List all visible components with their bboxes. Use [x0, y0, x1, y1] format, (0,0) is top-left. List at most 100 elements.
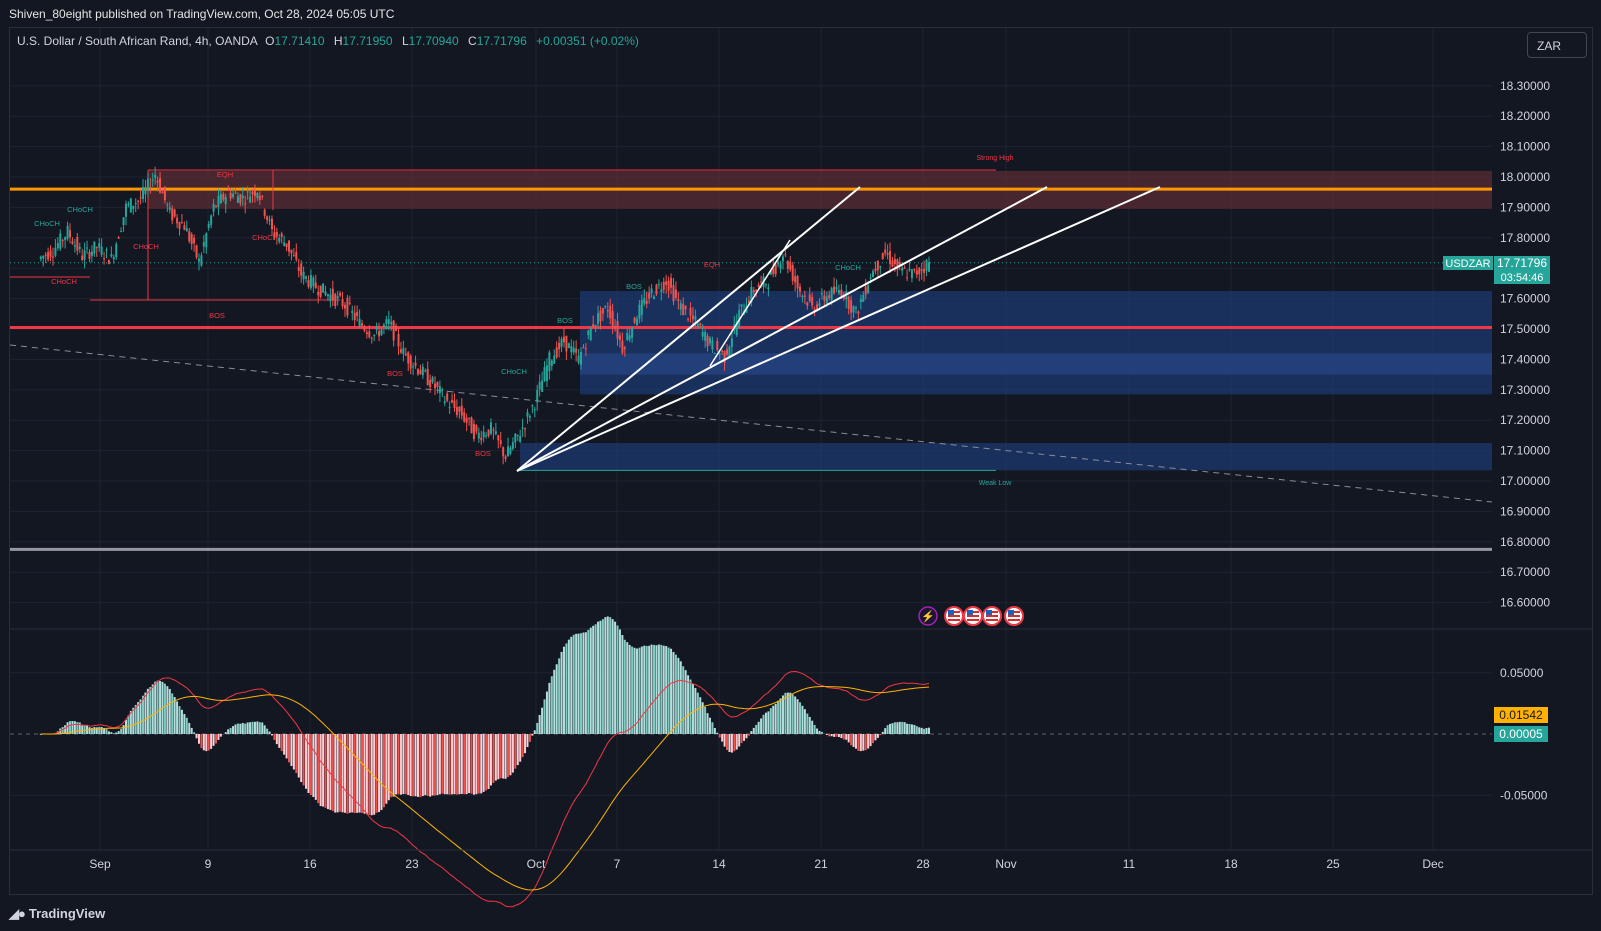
- macd-bar: [604, 617, 607, 734]
- macd-bar: [796, 699, 799, 734]
- candle-body: [850, 300, 853, 313]
- y-tick-label: 16.80000: [1500, 535, 1550, 549]
- candle-body: [193, 237, 196, 244]
- candle-body: [589, 327, 592, 341]
- candle-body: [816, 304, 819, 310]
- macd-bar: [638, 647, 641, 734]
- macd-bar: [597, 621, 600, 734]
- candle-body: [655, 284, 658, 295]
- macd-bar: [786, 692, 789, 734]
- candle-body: [297, 267, 300, 271]
- x-tick-label: Sep: [89, 857, 111, 871]
- candle-body: [64, 237, 67, 241]
- macd-bar: [908, 723, 911, 734]
- candle-body: [601, 308, 604, 314]
- candle-body: [509, 447, 512, 454]
- macd-bar: [767, 711, 770, 734]
- candle-body: [801, 295, 804, 297]
- candle-body: [560, 338, 563, 347]
- macd-bar: [200, 734, 203, 749]
- macd-bar: [504, 734, 507, 779]
- candle-body: [409, 355, 412, 369]
- macd-line: [40, 670, 930, 908]
- candle-body: [88, 252, 91, 259]
- macd-bar: [570, 636, 573, 734]
- macd-bar: [650, 644, 653, 734]
- high-label: H: [333, 34, 343, 48]
- macd-bar: [699, 697, 702, 734]
- y-tick-label: 17.90000: [1500, 200, 1550, 214]
- currency-button[interactable]: ZAR: [1527, 32, 1587, 58]
- macd-bar: [251, 721, 254, 734]
- candle-body: [747, 300, 750, 303]
- candle-body: [786, 261, 789, 269]
- macd-bar: [421, 734, 424, 797]
- macd-bar: [429, 734, 432, 797]
- candle-body: [244, 203, 247, 205]
- macd-bar: [876, 734, 879, 738]
- macd-bar: [502, 734, 505, 779]
- macd-bar: [716, 732, 719, 734]
- macd-bar: [168, 688, 171, 734]
- candle-body: [550, 360, 553, 366]
- macd-bar: [811, 720, 814, 734]
- macd-bar: [492, 734, 495, 784]
- macd-bar: [718, 734, 721, 738]
- macd-bar: [180, 709, 183, 734]
- macd-bar: [363, 734, 366, 814]
- macd-bar: [784, 692, 787, 734]
- y-tick-label: 17.10000: [1500, 444, 1550, 458]
- lightning-glyph: ⚡: [921, 610, 935, 623]
- macd-bar: [684, 670, 687, 734]
- candle-body: [504, 456, 507, 459]
- macd-bar: [806, 713, 809, 734]
- macd-bar: [721, 734, 724, 742]
- macd-bar: [336, 734, 339, 813]
- candle-body: [927, 262, 930, 272]
- candle-body: [621, 340, 624, 353]
- y-tick-label: 17.50000: [1500, 322, 1550, 336]
- candle-body: [115, 244, 118, 258]
- open-value: 17.71410: [274, 34, 325, 48]
- candle-body: [606, 310, 609, 312]
- macd-bar: [818, 730, 821, 734]
- annotation-label: BOS: [626, 282, 642, 291]
- candle-body: [434, 383, 437, 389]
- candle-body: [458, 406, 461, 412]
- annotation-label: CHoCH: [133, 242, 159, 251]
- y-tick-label: 18.30000: [1500, 79, 1550, 93]
- macd-bar: [163, 683, 166, 734]
- symbol-badge: [1443, 256, 1493, 270]
- macd-bar: [129, 710, 132, 734]
- macd-bar: [244, 723, 247, 734]
- macd-bar: [105, 729, 108, 734]
- macd-bar: [475, 734, 478, 795]
- macd-bar: [202, 734, 205, 751]
- symbol-legend: U.S. Dollar / South African Rand, 4h, OA…: [17, 34, 645, 48]
- flag-stripe: [1008, 619, 1020, 621]
- candle-body: [236, 196, 239, 203]
- candle-body: [511, 442, 514, 449]
- macd-bar: [845, 734, 848, 740]
- x-tick-label: 28: [916, 857, 930, 871]
- macd-bar: [59, 728, 62, 734]
- macd-bar: [550, 676, 553, 734]
- candle-body: [611, 310, 614, 327]
- macd-bar: [847, 734, 850, 743]
- candle-body: [553, 355, 556, 364]
- macd-bar: [799, 702, 802, 734]
- candle-body: [195, 245, 198, 258]
- candle-body: [78, 246, 81, 249]
- candle-body: [278, 237, 281, 242]
- macd-bar: [910, 724, 913, 734]
- macd-bar: [137, 702, 140, 734]
- candle-body: [44, 254, 47, 256]
- macd-bar: [696, 692, 699, 734]
- candle-body: [582, 347, 585, 349]
- macd-bar: [781, 695, 784, 734]
- macd-bar: [482, 734, 485, 792]
- candle-body: [246, 191, 249, 193]
- candle-body: [577, 355, 580, 363]
- macd-bar: [801, 705, 804, 734]
